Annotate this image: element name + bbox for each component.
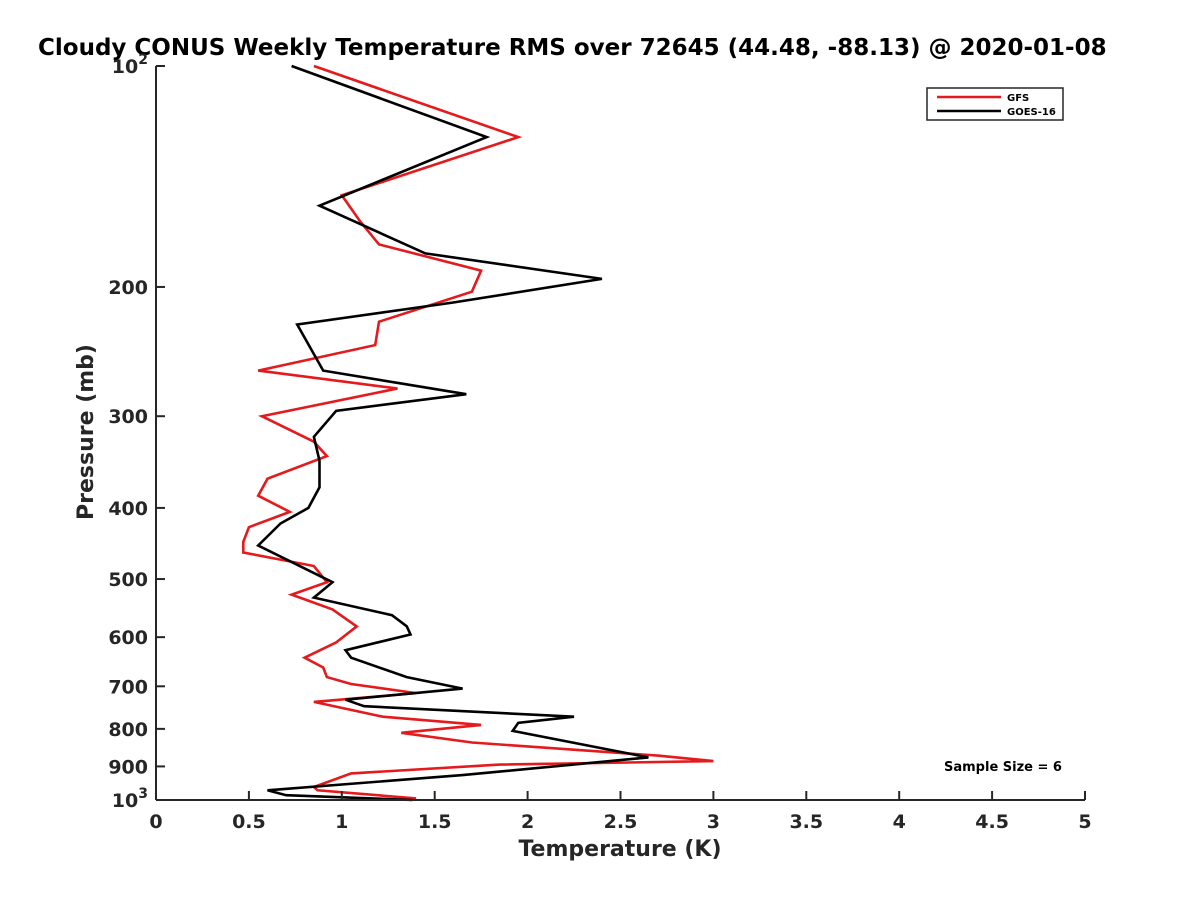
x-tick-label: 2 (521, 811, 534, 833)
y-tick-label: 800 (108, 719, 148, 741)
legend-box (926, 87, 1064, 121)
y-tick-label: 600 (108, 627, 148, 649)
series-line-1 (242, 64, 714, 800)
y-tick-label: 103 (112, 786, 148, 812)
series-line-2 (255, 64, 649, 802)
x-tick-label: 2.5 (604, 811, 638, 833)
y-axis-label: Pressure (mb) (74, 344, 99, 520)
chart-title: Cloudy CONUS Weekly Temperature RMS over… (38, 35, 1107, 61)
x-tick-label: 1 (335, 811, 348, 833)
y-tick-label: 200 (108, 277, 148, 299)
sample-size-annotation: Sample Size = 6 (944, 760, 1062, 775)
y-tick-label: 500 (108, 569, 148, 591)
x-tick-label: 1.5 (418, 811, 452, 833)
y-tick-label: 700 (108, 676, 148, 698)
axes-layer: 0 0.5 1 1.5 2 2.5 3 3.5 4 4.5 5 102 200 300 400 500 600 7… (108, 52, 1091, 833)
legend-label: GFS (1007, 93, 1029, 104)
x-tick-label: 4.5 (975, 811, 1009, 833)
legend: GFS GOES-16 (926, 87, 1064, 121)
x-axis-label: Temperature (K) (518, 837, 721, 862)
y-tick-label: 900 (108, 756, 148, 778)
x-tick-label: 0 (149, 811, 162, 833)
y-tick-label: 400 (108, 498, 148, 520)
y-tick-label: 102 (112, 52, 148, 78)
x-tick-label: 3 (707, 811, 720, 833)
x-tick-label: 5 (1078, 811, 1091, 833)
legend-label: GOES-16 (1007, 107, 1056, 118)
y-tick-label: 300 (108, 406, 148, 428)
x-tick-label: 4 (893, 811, 906, 833)
x-tick-label: 0.5 (232, 811, 266, 833)
series-layer (242, 64, 714, 802)
x-tick-label: 3.5 (789, 811, 823, 833)
